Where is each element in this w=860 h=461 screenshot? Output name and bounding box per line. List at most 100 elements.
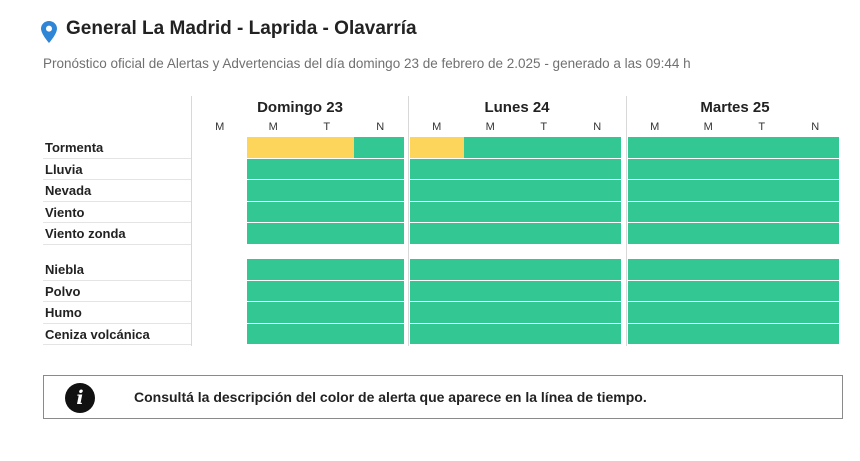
- alert-cell: [628, 158, 682, 179]
- time-slot-header: M: [485, 121, 495, 133]
- alert-cell: [788, 259, 839, 280]
- map-pin-icon: [41, 21, 57, 43]
- alert-cell: [300, 302, 354, 323]
- row-separator: [43, 322, 191, 324]
- alert-cell: [788, 201, 839, 222]
- alert-cell: [246, 137, 300, 158]
- alert-cell: [517, 158, 571, 179]
- alert-cell: [628, 280, 682, 301]
- alert-cell: [570, 137, 621, 158]
- alert-cell: [463, 158, 517, 179]
- alert-cell: [788, 137, 839, 158]
- alert-cell: [353, 180, 404, 201]
- alert-cell: [788, 280, 839, 301]
- row-label-niebla: Niebla: [45, 262, 85, 277]
- alert-cell: [246, 201, 300, 222]
- alert-cell: [681, 259, 735, 280]
- alert-cell: [735, 323, 789, 344]
- alert-cell: [628, 137, 682, 158]
- alert-cell: [410, 259, 464, 280]
- alert-cell: [735, 180, 789, 201]
- row-separator: [43, 179, 191, 180]
- alert-cell: [410, 302, 464, 323]
- row-label-viento-zonda: Viento zonda: [45, 226, 126, 241]
- alert-cell: [681, 223, 735, 244]
- alert-cell: [300, 180, 354, 201]
- alert-cell: [463, 302, 517, 323]
- alert-cell: [300, 323, 354, 344]
- time-slot-header: M: [215, 121, 225, 133]
- time-slot-header: M: [703, 121, 713, 133]
- alert-cell: [788, 223, 839, 244]
- alert-cell: [628, 259, 682, 280]
- alert-cell: [463, 280, 517, 301]
- time-slot-header: N: [376, 121, 385, 133]
- forecast-subtitle: Pronóstico oficial de Alertas y Adverten…: [43, 56, 691, 71]
- alert-cell: [463, 223, 517, 244]
- alert-cell: [681, 302, 735, 323]
- alert-cell: [735, 137, 789, 158]
- row-label-viento: Viento: [45, 204, 85, 220]
- alert-cell: [246, 158, 300, 179]
- alert-cell: [517, 323, 571, 344]
- alert-cell: [517, 259, 571, 280]
- column-divider: [408, 96, 409, 346]
- alert-cell: [353, 137, 404, 158]
- alert-cell: [353, 201, 404, 222]
- alert-cell: [570, 201, 621, 222]
- alert-cell: [246, 302, 300, 323]
- alert-cell: [517, 302, 571, 323]
- row-separator: [43, 222, 191, 223]
- alert-cell: [788, 180, 839, 201]
- row-separator: [43, 157, 191, 159]
- alert-cell: [570, 180, 621, 201]
- alert-cell: [353, 323, 404, 344]
- alert-cell: [246, 259, 300, 280]
- row-label-humo: Humo: [45, 305, 82, 320]
- alert-cell: [570, 259, 621, 280]
- alert-cell: [463, 201, 517, 222]
- alert-cell: [353, 158, 404, 179]
- alert-cell: [410, 323, 464, 344]
- row-separator: [43, 279, 191, 281]
- alert-cell: [735, 280, 789, 301]
- time-slot-header: N: [593, 121, 602, 133]
- row-separator: [43, 200, 191, 202]
- alert-cell: [517, 223, 571, 244]
- alert-cell: [246, 223, 300, 244]
- page-title: General La Madrid - Laprida - Olavarría: [66, 18, 417, 39]
- time-slot-header: M: [432, 121, 442, 133]
- alert-cell: [410, 280, 464, 301]
- alert-cell: [517, 180, 571, 201]
- alert-cell: [463, 137, 517, 158]
- alert-cell: [788, 158, 839, 179]
- alert-cell: [628, 180, 682, 201]
- row-label-nevada: Nevada: [45, 183, 92, 198]
- alert-cell: [517, 280, 571, 301]
- alert-cell: [570, 158, 621, 179]
- alert-cell: [410, 201, 464, 222]
- alert-cell: [410, 223, 464, 244]
- alert-cell: [353, 302, 404, 323]
- alert-cell: [410, 158, 464, 179]
- alert-cell: [300, 259, 354, 280]
- alert-cell: [681, 323, 735, 344]
- alert-cell: [735, 223, 789, 244]
- alert-cell: [681, 158, 735, 179]
- row-separator: [43, 243, 191, 245]
- alert-cell: [570, 280, 621, 301]
- alert-cell: [628, 201, 682, 222]
- column-divider: [626, 96, 627, 346]
- alert-cell: [246, 180, 300, 201]
- day-header: Martes 25: [700, 99, 770, 116]
- time-slot-header: N: [811, 121, 820, 133]
- alert-cell: [628, 302, 682, 323]
- alert-cell: [353, 280, 404, 301]
- alert-cell: [463, 323, 517, 344]
- alert-cell: [410, 180, 464, 201]
- alert-cell: [628, 323, 682, 344]
- alert-cell: [300, 137, 354, 158]
- alert-cell: [735, 302, 789, 323]
- alert-cell: [681, 280, 735, 301]
- alert-cell: [570, 323, 621, 344]
